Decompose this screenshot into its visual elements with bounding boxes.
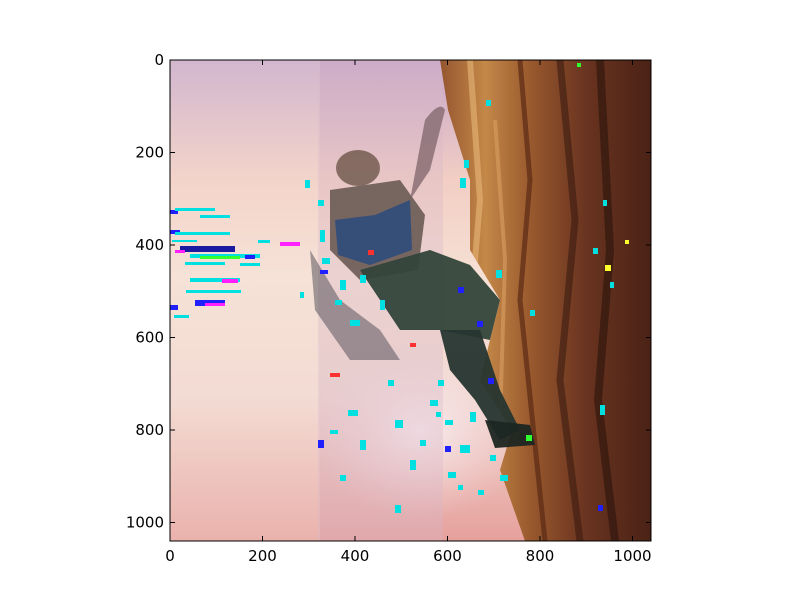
sky-streaks — [170, 60, 320, 541]
climber-legs — [360, 250, 500, 340]
climber-shadow — [310, 250, 400, 360]
climber-arm — [410, 106, 445, 200]
y-tick-label: 200 — [135, 144, 164, 162]
x-tick-label: 200 — [248, 547, 277, 565]
x-axis: 0 200 400 600 800 1000 — [165, 60, 652, 565]
x-tick-label: 400 — [341, 547, 370, 565]
y-tick-label: 0 — [154, 51, 164, 69]
climber-lower-leg — [440, 330, 520, 440]
noise-artifacts — [170, 63, 629, 513]
y-tick-label: 800 — [135, 421, 164, 439]
climber-jacket — [335, 200, 412, 265]
y-tick-label: 600 — [135, 329, 164, 347]
y-tick-label: 400 — [135, 236, 164, 254]
heatmap-image — [170, 60, 651, 541]
y-tick-label: 1000 — [126, 514, 164, 532]
x-tick-label: 0 — [165, 547, 175, 565]
climber-figure — [310, 106, 535, 448]
x-tick-label: 1000 — [613, 547, 651, 565]
y-axis: 0 200 400 600 800 1000 — [126, 51, 651, 532]
x-tick-label: 600 — [433, 547, 462, 565]
plot-frame — [169, 59, 652, 542]
climber-boot — [485, 420, 535, 448]
climber-head — [336, 150, 380, 186]
x-tick-label: 800 — [526, 547, 555, 565]
